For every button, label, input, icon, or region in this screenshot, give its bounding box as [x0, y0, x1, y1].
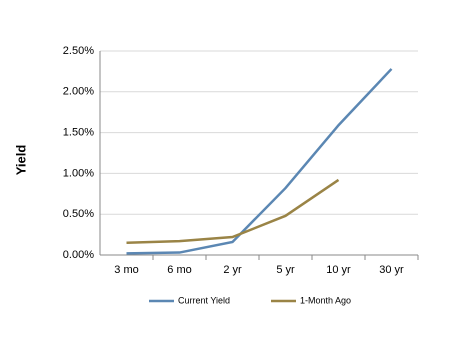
x-tick-label: 6 mo	[167, 264, 191, 276]
x-tick-label: 2 yr	[223, 264, 242, 276]
y-tick-label: 0.50%	[63, 208, 94, 220]
y-tick-label: 1.50%	[63, 127, 94, 139]
y-tick-label: 1.00%	[63, 167, 94, 179]
legend-label: Current Yield	[178, 295, 230, 305]
y-tick-label: 0.00%	[63, 249, 94, 261]
series-line	[126, 178, 340, 245]
legend: Current Yield 1-Month Ago	[178, 295, 351, 305]
x-tick-label: 5 yr	[276, 264, 295, 276]
y-axis-label: Yield	[13, 145, 28, 176]
y-tick-label: 2.00%	[63, 86, 94, 98]
x-tick-label: 3 mo	[114, 264, 138, 276]
legend-label: 1-Month Ago	[300, 295, 351, 305]
x-tick-label: 10 yr	[326, 264, 351, 276]
series-line	[126, 68, 393, 255]
y-tick-label: 2.50%	[63, 45, 94, 57]
x-tick-label: 30 yr	[379, 264, 404, 276]
